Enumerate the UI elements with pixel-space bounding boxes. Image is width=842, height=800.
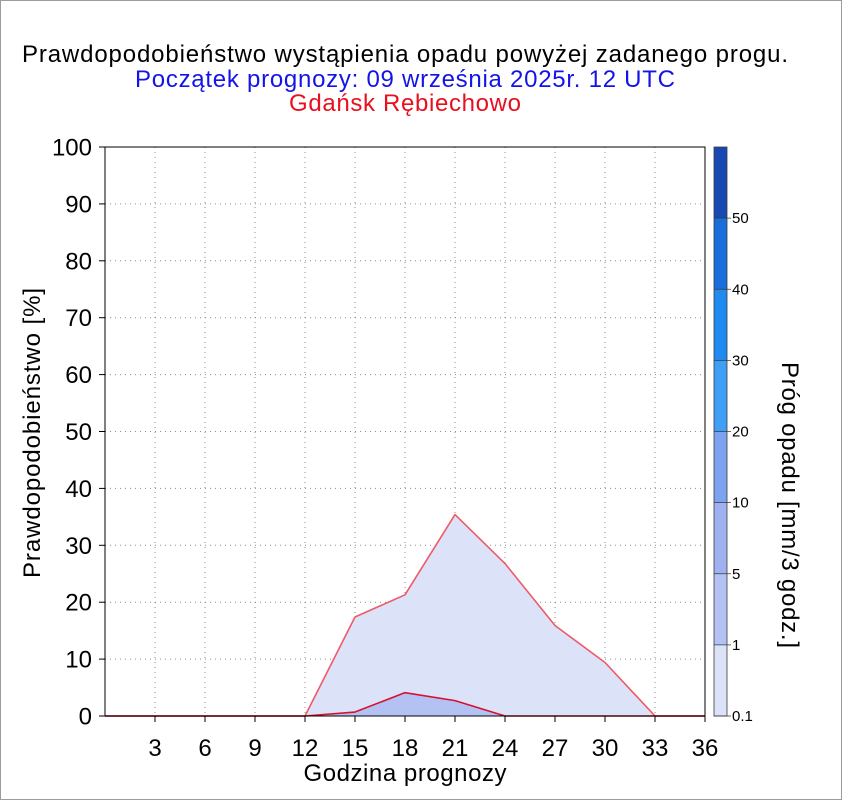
chart-title: Prawdopodobieństwo wystąpienia opadu pow… [22,41,788,68]
x-tick-label: 9 [248,735,261,762]
colorbar-segment [714,573,727,645]
colorbar: 0.1 1 5 10 20 30 40 50 [713,146,753,725]
colorbar-label: 5 [732,566,740,583]
x-tick-label: 15 [342,735,369,762]
series-area [105,514,705,716]
colorbar-label: 40 [732,281,749,298]
x-tick-label: 27 [542,735,569,762]
x-tick-label: 3 [148,735,161,762]
y-tick-label: 100 [52,135,92,162]
y-tick-label: 70 [65,305,92,332]
y-tick-label: 50 [65,419,92,446]
x-tick-label: 33 [642,735,669,762]
x-tick-label: 6 [198,735,211,762]
colorbar-segment [714,431,727,503]
colorbar-segment [714,218,727,290]
colorbar-axis-label: Próg opadu [mm/3 godz.] [776,362,803,648]
colorbar-segment [714,289,727,361]
colorbar-label: 1 [732,637,740,654]
colorbar-label: 10 [732,495,749,512]
series-area [105,692,705,716]
colorbar-label: 50 [732,210,749,227]
x-tick-label: 36 [692,735,719,762]
y-axis-label: Prawdopodobieństwo [%] [19,288,46,578]
y-tick-label: 30 [65,533,92,560]
y-tick-label: 80 [65,248,92,275]
x-axis-label: Godzina prognozy [304,760,507,787]
x-tick-label: 21 [442,735,469,762]
colorbar-segment [714,147,727,219]
colorbar-label: 0.1 [732,708,753,725]
colorbar-label: 20 [732,424,749,441]
station-name: Gdańsk Rębiechowo [289,90,521,117]
x-tick-label: 18 [392,735,419,762]
colorbar-segment [714,644,727,716]
y-tick-label: 20 [65,590,92,617]
x-tick-label: 12 [292,735,319,762]
y-tick-label: 40 [65,476,92,503]
colorbar-label: 30 [732,352,749,369]
grid [105,147,705,716]
x-tick-label: 24 [492,735,519,762]
y-tick-label: 90 [65,191,92,218]
y-tick-label: 10 [65,647,92,674]
y-tick-label: 0 [79,704,92,731]
colorbar-segment [714,360,727,432]
colorbar-segment [714,502,727,574]
x-tick-label: 30 [592,735,619,762]
y-tick-label: 60 [65,362,92,389]
forecast-start-subtitle: Początek prognozy: 09 września 2025r. 12… [135,66,675,93]
